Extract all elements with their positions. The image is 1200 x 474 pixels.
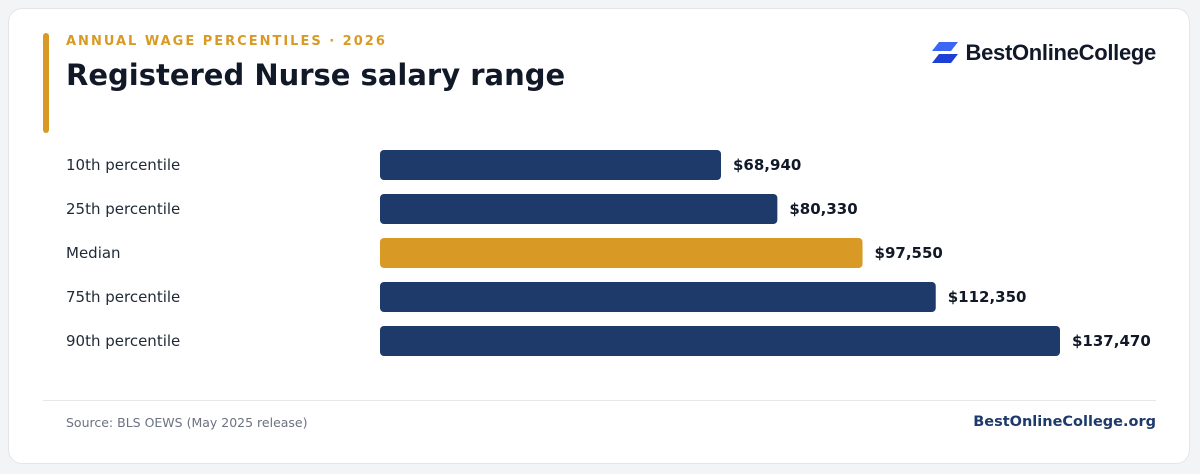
footer-divider [43, 400, 1156, 401]
chart-card [8, 8, 1190, 464]
chart-eyebrow: ANNUAL WAGE PERCENTILES · 2026 [66, 34, 387, 49]
source-note: Source: BLS OEWS (May 2025 release) [66, 415, 308, 430]
site-link[interactable]: BestOnlineCollege.org [973, 414, 1156, 430]
brand-name: BestOnlineCollege [965, 40, 1157, 65]
brand-logo: BestOnlineCollege [931, 40, 1157, 66]
chart-title: Registered Nurse salary range [66, 58, 566, 92]
logo-icon [931, 42, 958, 63]
accent-bar [43, 33, 49, 133]
